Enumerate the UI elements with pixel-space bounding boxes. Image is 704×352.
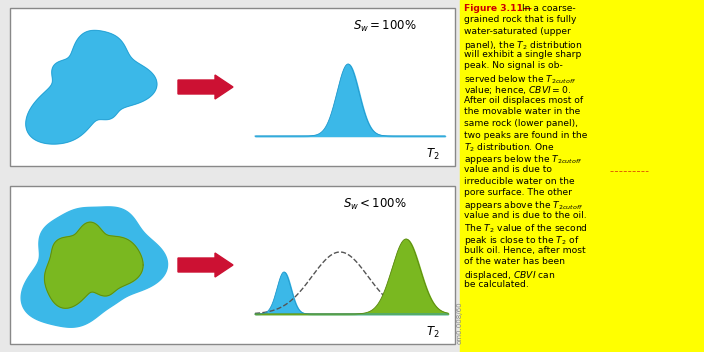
Text: The $T_2$ value of the second: The $T_2$ value of the second — [464, 222, 588, 235]
Text: of the water has been: of the water has been — [464, 257, 565, 266]
Text: the movable water in the: the movable water in the — [464, 107, 580, 117]
Text: appears below the $T_{2cutoff}$: appears below the $T_{2cutoff}$ — [464, 153, 582, 166]
Text: served below the $T_{2cutoff}$: served below the $T_{2cutoff}$ — [464, 73, 577, 86]
Text: two peaks are found in the: two peaks are found in the — [464, 131, 587, 139]
Text: displaced, $CBVI$ can: displaced, $CBVI$ can — [464, 269, 555, 282]
Bar — [460, 0, 704, 352]
Text: be calculated.: be calculated. — [464, 280, 529, 289]
Text: $S_w < 100\%$: $S_w < 100\%$ — [343, 196, 407, 212]
Text: peak. No signal is ob-: peak. No signal is ob- — [464, 62, 562, 70]
Polygon shape — [21, 207, 168, 327]
Text: irreducible water on the: irreducible water on the — [464, 176, 574, 186]
Bar — [10, 8, 455, 166]
Text: pore surface. The other: pore surface. The other — [464, 188, 572, 197]
Text: appears above the $T_{2cutoff}$: appears above the $T_{2cutoff}$ — [464, 200, 584, 213]
Polygon shape — [26, 31, 157, 144]
Text: In a coarse-: In a coarse- — [522, 4, 576, 13]
Text: same rock (lower panel),: same rock (lower panel), — [464, 119, 578, 128]
Text: value and is due to the oil.: value and is due to the oil. — [464, 211, 586, 220]
Text: om0.008/60: om0.008/60 — [457, 301, 463, 344]
Text: water-saturated (upper: water-saturated (upper — [464, 27, 571, 36]
Text: $T_2$ distribution. One: $T_2$ distribution. One — [464, 142, 555, 155]
Text: grained rock that is fully: grained rock that is fully — [464, 15, 577, 25]
Text: will exhibit a single sharp: will exhibit a single sharp — [464, 50, 582, 59]
FancyArrow shape — [178, 253, 233, 277]
Text: Figure 3.11—: Figure 3.11— — [464, 4, 532, 13]
Text: bulk oil. Hence, after most: bulk oil. Hence, after most — [464, 245, 586, 254]
Text: peak is close to the $T_2$ of: peak is close to the $T_2$ of — [464, 234, 579, 247]
Text: value and is due to: value and is due to — [464, 165, 552, 174]
Text: $S_w = 100\%$: $S_w = 100\%$ — [353, 18, 417, 33]
FancyArrow shape — [178, 75, 233, 99]
Text: $T_2$: $T_2$ — [427, 325, 440, 340]
Text: $T_2$: $T_2$ — [427, 146, 440, 162]
Polygon shape — [44, 222, 143, 308]
Text: panel), the $T_2$ distribution: panel), the $T_2$ distribution — [464, 38, 583, 51]
Text: value; hence, $CBVI = 0$.: value; hence, $CBVI = 0$. — [464, 84, 571, 96]
Text: After oil displaces most of: After oil displaces most of — [464, 96, 583, 105]
Bar — [10, 186, 455, 344]
